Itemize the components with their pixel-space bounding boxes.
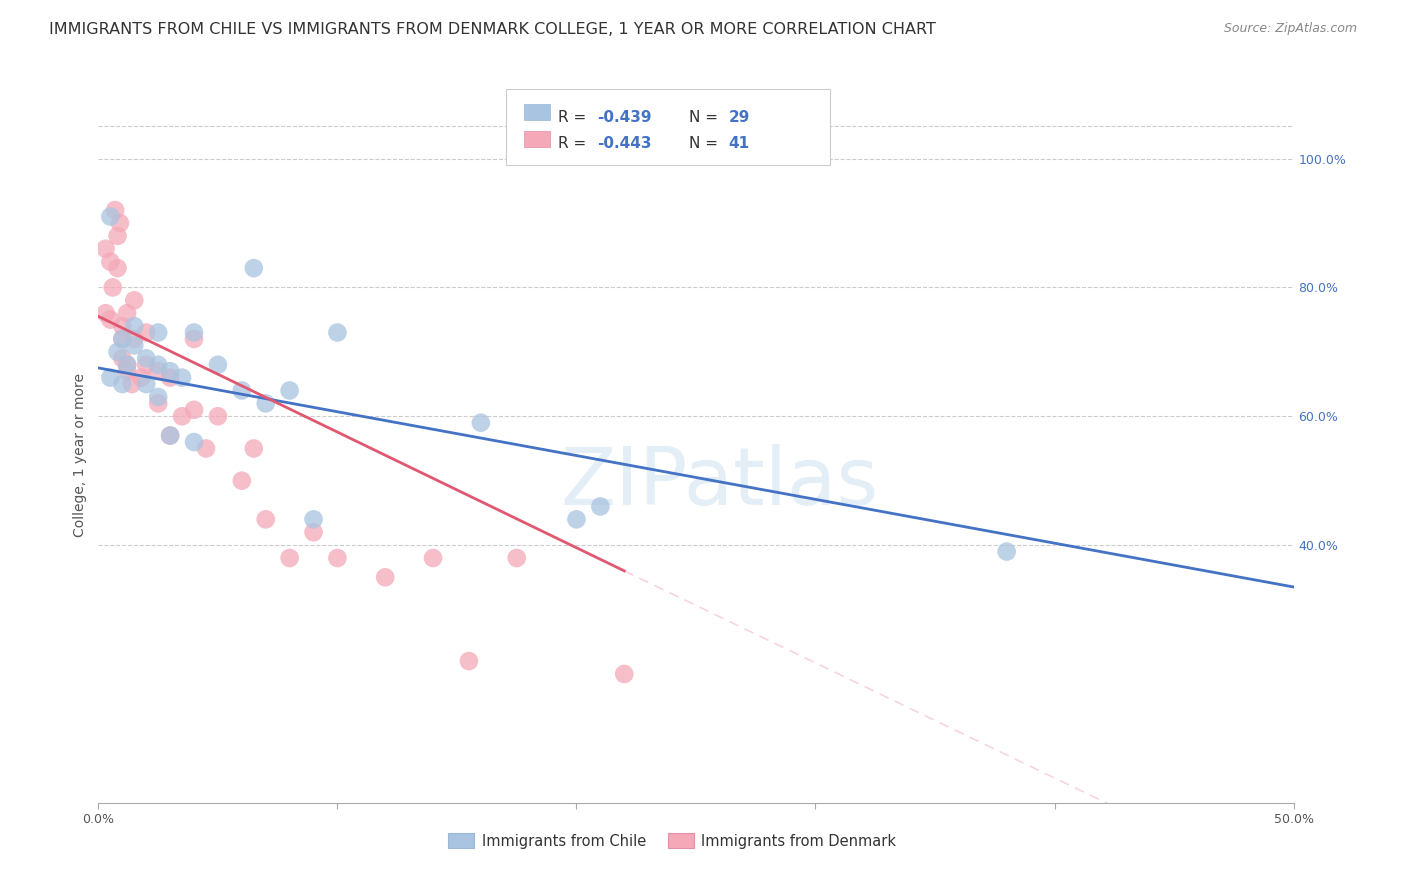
Y-axis label: College, 1 year or more: College, 1 year or more	[73, 373, 87, 537]
Point	[243, 261, 266, 276]
Text: 29: 29	[728, 110, 749, 125]
Point	[207, 358, 229, 372]
Point	[98, 370, 122, 384]
Point	[111, 332, 134, 346]
Point	[506, 551, 529, 566]
Point	[135, 377, 157, 392]
Point	[159, 370, 181, 384]
Text: N =: N =	[689, 136, 723, 152]
Point	[302, 512, 325, 526]
Text: -0.439: -0.439	[598, 110, 652, 125]
Point	[124, 293, 146, 308]
Point	[254, 512, 277, 526]
Point	[148, 364, 170, 378]
Text: Source: ZipAtlas.com: Source: ZipAtlas.com	[1223, 22, 1357, 36]
Point	[94, 306, 117, 320]
Point	[148, 358, 170, 372]
Point	[231, 384, 253, 398]
Point	[243, 442, 266, 456]
Point	[458, 654, 481, 668]
Point	[115, 358, 138, 372]
Point	[135, 351, 157, 366]
Point	[107, 228, 129, 243]
Point	[107, 344, 129, 359]
Point	[104, 203, 127, 218]
Point	[326, 551, 349, 566]
Point	[107, 261, 129, 276]
Point	[207, 409, 229, 424]
Point	[183, 332, 205, 346]
Point	[172, 370, 194, 384]
Point	[278, 551, 301, 566]
Point	[278, 384, 301, 398]
Text: N =: N =	[689, 110, 723, 125]
Point	[111, 319, 134, 334]
Point	[183, 326, 205, 340]
Point	[135, 326, 157, 340]
Point	[94, 242, 117, 256]
Point	[422, 551, 444, 566]
Text: 41: 41	[728, 136, 749, 152]
Point	[121, 377, 143, 392]
Legend: Immigrants from Chile, Immigrants from Denmark: Immigrants from Chile, Immigrants from D…	[441, 828, 903, 855]
Text: -0.443: -0.443	[598, 136, 652, 152]
Point	[111, 351, 134, 366]
Point	[231, 474, 253, 488]
Point	[302, 525, 325, 540]
Point	[183, 435, 205, 450]
Point	[115, 306, 138, 320]
Point	[124, 338, 146, 352]
Point	[98, 210, 122, 224]
Text: R =: R =	[558, 136, 592, 152]
Point	[589, 500, 612, 514]
Point	[148, 390, 170, 404]
Point	[115, 364, 138, 378]
Point	[565, 512, 588, 526]
Point	[326, 326, 349, 340]
Point	[101, 280, 124, 294]
Point	[470, 416, 492, 430]
Text: ZIPatlas: ZIPatlas	[561, 443, 879, 522]
Point	[183, 402, 205, 417]
Point	[159, 428, 181, 442]
Point	[195, 442, 218, 456]
Point	[374, 570, 396, 584]
Point	[148, 396, 170, 410]
Text: R =: R =	[558, 110, 592, 125]
Point	[172, 409, 194, 424]
Point	[135, 358, 157, 372]
Point	[98, 312, 122, 326]
Point	[111, 377, 134, 392]
Point	[148, 326, 170, 340]
Point	[111, 332, 134, 346]
Point	[159, 364, 181, 378]
Point	[995, 544, 1018, 558]
Text: IMMIGRANTS FROM CHILE VS IMMIGRANTS FROM DENMARK COLLEGE, 1 YEAR OR MORE CORRELA: IMMIGRANTS FROM CHILE VS IMMIGRANTS FROM…	[49, 22, 936, 37]
Point	[613, 667, 636, 681]
Point	[108, 216, 131, 230]
Point	[124, 319, 146, 334]
Point	[159, 428, 181, 442]
Point	[124, 332, 146, 346]
Point	[254, 396, 277, 410]
Point	[131, 370, 153, 384]
Point	[115, 358, 138, 372]
Point	[98, 254, 122, 268]
